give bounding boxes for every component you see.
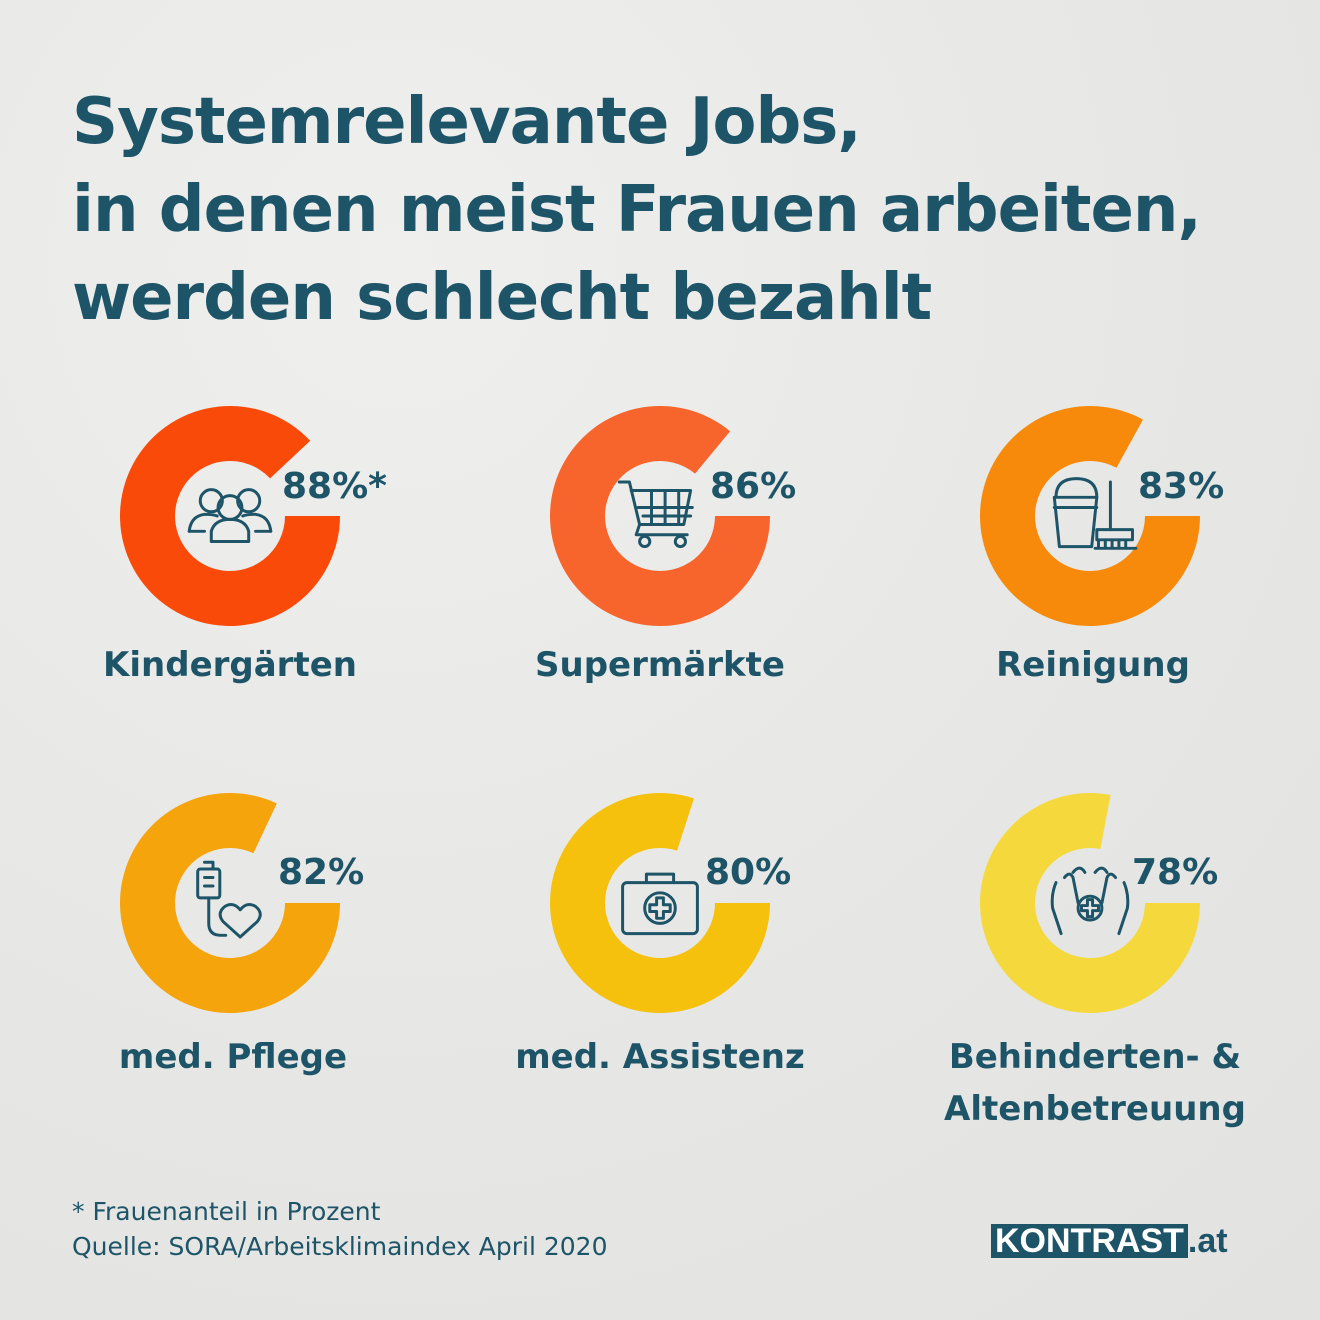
first-aid-kit-icon <box>621 872 699 936</box>
people-group-icon <box>187 488 273 543</box>
donut-arc-0 <box>119 405 341 626</box>
value-label-reinigung: 83% <box>1138 466 1225 507</box>
footnote: * Frauenanteil in Prozent <box>72 1197 381 1226</box>
value-label-supermaerkte: 86% <box>710 466 797 507</box>
caring-hands-icon <box>1050 866 1130 936</box>
category-label-pflege: med. Pflege <box>118 1037 348 1077</box>
value-label-assistenz: 80% <box>705 852 792 893</box>
donut-arc-4 <box>550 793 770 1014</box>
donut-arc-1 <box>550 406 770 626</box>
donut-arc-5 <box>979 793 1200 1013</box>
category-label-assistenz: med. Assistenz <box>515 1037 805 1077</box>
donut-arc-3 <box>119 792 340 1013</box>
category-label-supermaerkte: Supermärkte <box>535 645 785 685</box>
shopping-cart-icon <box>617 480 694 549</box>
source-note: Quelle: SORA/Arbeitsklimaindex April 202… <box>72 1232 608 1261</box>
iv-drip-heart-icon <box>196 860 262 939</box>
category-label-line-1: Behinderten- & <box>948 1037 1242 1077</box>
title-line-2: in denen meist Frauen arbeiten, <box>72 173 1202 247</box>
footer: * Frauenanteil in Prozent Quelle: SORA/A… <box>72 1194 607 1264</box>
logo-brand: KONTRAST <box>991 1224 1188 1258</box>
value-label-betreuung: 78% <box>1132 852 1219 893</box>
category-label-reinigung: Reinigung <box>996 645 1190 685</box>
logo-tld: .at <box>1187 1222 1228 1260</box>
category-label-betreuung: Behinderten- & Altenbetreuung <box>895 1031 1295 1135</box>
value-label-pflege: 82% <box>278 852 365 893</box>
title-line-1: Systemrelevante Jobs, <box>72 85 862 159</box>
kontrast-logo: KONTRAST .at <box>991 1222 1228 1261</box>
bucket-broom-icon <box>1052 477 1138 550</box>
page-title: Systemrelevante Jobs, in denen meist Fra… <box>72 78 1202 342</box>
category-label-line-2: Altenbetreuung <box>944 1089 1246 1129</box>
donut-arc-2 <box>980 406 1200 627</box>
title-line-3: werden schlecht bezahlt <box>72 261 932 335</box>
category-label-kindergaerten: Kindergärten <box>103 645 357 685</box>
value-label-kindergaerten: 88%* <box>282 466 387 507</box>
